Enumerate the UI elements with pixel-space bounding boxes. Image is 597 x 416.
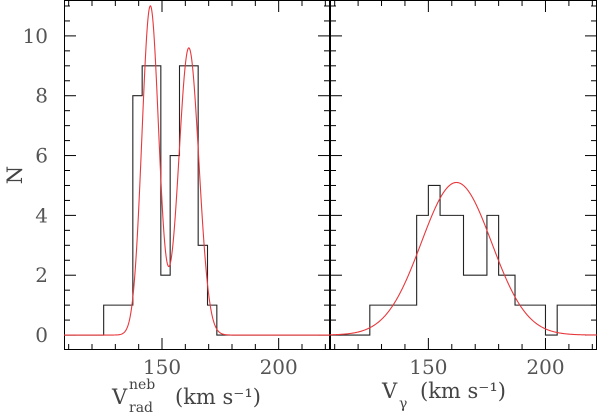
y-tick-label: 0 (35, 323, 48, 347)
histogram-series (64, 65, 330, 336)
plot-frame (330, 0, 597, 350)
y-tick-label: 10 (23, 24, 48, 48)
x-tick-label: 150 (143, 355, 181, 379)
y-axis-label: N (3, 166, 27, 184)
y-tick-label: 6 (35, 144, 48, 168)
right-panel: 150 200 (329, 0, 597, 379)
x-axis-label-superscript: neb (129, 377, 155, 393)
y-tick-label: 4 (35, 203, 48, 227)
axis-labels: N V neb rad (km s⁻¹) Vγ (km s⁻¹) (3, 166, 506, 416)
x-axis-label-subscript: γ (399, 396, 407, 412)
x-axis-label-units: (km s⁻¹) (175, 385, 261, 409)
x-axis-label-units: (km s⁻¹) (420, 379, 506, 403)
x-tick-label: 200 (260, 355, 298, 379)
x-tick-label: 200 (526, 355, 564, 379)
plot-frame (64, 0, 330, 350)
left-panel: 150 200 0 2 4 6 8 10 (23, 0, 330, 379)
y-tick-label: 2 (35, 263, 48, 287)
x-axis-label-symbol: V (381, 379, 398, 403)
y-tick-label: 8 (35, 84, 48, 108)
gaussian-fit-series (64, 5, 330, 336)
x-tick-label: 150 (409, 355, 447, 379)
histogram-series (330, 184, 597, 336)
x-axis-label-subscript: rad (129, 400, 153, 416)
gaussian-fit-series (329, 181, 597, 336)
x-axis-label-symbol: V (111, 385, 128, 409)
